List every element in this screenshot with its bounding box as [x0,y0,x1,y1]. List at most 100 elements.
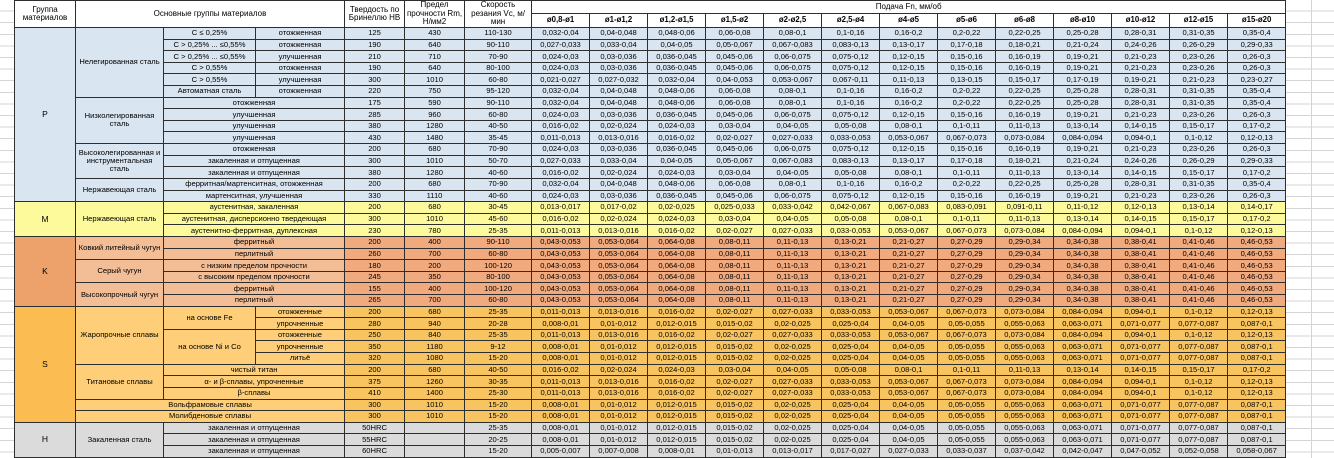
feed-value-cell: 0,08-0,11 [705,270,765,284]
treatment-cell: отожженные [254,328,346,342]
feed-value-cell: 0,063-0,071 [1053,410,1113,423]
table-row: закаленная и отпущенная 60HRC 15-20 0,005-0… [15,444,1287,458]
cutting-speed-cell: 9-12 [464,340,533,354]
feed-value-cell: 0,05-0,055 [937,421,997,435]
feed-value-cell: 0,087-0,1 [1227,352,1287,365]
feed-value-cell: 0,008-0,01 [531,433,591,446]
feed-value-cell: 0,032-0,04 [531,85,591,98]
hardness-cell: 180 [344,259,406,272]
cutting-speed-cell: 90-110 [464,235,533,249]
feed-value-cell: 0,1-0,12 [1169,224,1229,237]
feed-value-cell: 0,052-0,058 [1169,444,1229,458]
feed-value-cell: 0,1-0,11 [937,166,997,179]
feed-value-cell: 0,058-0,067 [1227,444,1287,458]
header-tensile-strength: Предел прочности Rm, Н/мм2 [404,0,466,28]
treatment-cell: отожженная [254,38,346,52]
feed-value-cell: 0,04-0,05 [763,119,823,133]
group-label-M: M [14,201,76,237]
feed-value-cell: 0,02-0,027 [705,375,765,388]
feed-value-cell: 0,23-0,27 [1227,73,1287,87]
feed-value-cell: 0,017-0,02 [589,201,649,214]
feed-value-cell: 0,12-0,13 [1227,224,1287,237]
feed-value-cell: 0,084-0,094 [1053,224,1113,237]
feed-value-cell: 0,084-0,094 [1053,386,1113,400]
feed-value-cell: 0,11-0,13 [763,270,823,284]
feed-value-cell: 0,13-0,21 [821,294,881,307]
feed-value-cell: 0,21-0,27 [879,270,939,284]
cutting-speed-cell: 30-35 [464,375,533,388]
feed-value-cell: 0,04-0,05 [763,212,823,226]
table-row: литьё 320 1080 15-20 0,008-0,01 0,01-0,012 0,0… [15,352,1287,365]
feed-value-cell: 0,27-0,29 [937,247,997,261]
variant-cell: закаленная и отпущенная [162,433,346,446]
cutting-speed-cell: 40-50 [464,119,533,133]
feed-value-cell: 0,38-0,41 [1111,259,1171,272]
feed-value-cell: 0,46-0,53 [1227,282,1287,295]
feed-value-cell: 0,055-0,063 [995,398,1055,412]
feed-value-cell: 0,2-0,22 [937,85,997,98]
variant-cell: C ≤ 0,25% [163,27,256,40]
feed-value-cell: 0,16-0,2 [879,96,939,110]
feed-value-cell: 0,025-0,04 [821,410,881,423]
feed-value-cell: 0,25-0,28 [1053,96,1113,110]
feed-value-cell: 0,067-0,073 [937,328,997,342]
feed-value-cell: 0,34-0,38 [1053,235,1113,249]
header-diameter-range: ø15-ø20 [1227,13,1287,28]
feed-value-cell: 0,055-0,063 [995,433,1055,446]
table-row: α- и β-сплавы, упрочненные 375 1260 30-35 0,… [15,375,1287,388]
cutting-speed-cell: 80-100 [464,270,533,284]
feed-value-cell: 0,075-0,12 [821,50,881,63]
table-row: Молибденовые сплавы 300 1010 15-20 0,008-0,0… [15,410,1287,423]
feed-value-cell: 0,11-0,13 [763,247,823,261]
feed-value-cell: 0,016-0,02 [647,224,707,237]
feed-value-cell: 0,027-0,033 [763,328,823,342]
feed-value-cell: 0,05-0,08 [821,363,881,377]
hardness-cell: 200 [344,363,406,377]
feed-value-cell: 0,12-0,13 [1227,386,1287,400]
feed-value-cell: 0,24-0,26 [1111,154,1171,168]
feed-value-cell: 0,053-0,067 [879,386,939,400]
feed-value-cell: 0,35-0,4 [1227,177,1287,191]
feed-value-cell: 0,11-0,13 [995,212,1055,226]
feed-value-cell: 0,075-0,12 [821,108,881,121]
strength-cell: 1010 [404,73,466,87]
feed-value-cell: 0,053-0,064 [589,270,649,284]
feed-value-cell: 0,077-0,087 [1169,340,1229,354]
feed-value-cell: 0,077-0,087 [1169,398,1229,412]
hardness-cell: 220 [344,85,406,98]
feed-value-cell: 0,033-0,053 [821,375,881,388]
feed-value-cell: 0,29-0,33 [1227,38,1287,52]
table-row: Высоколегированная и инструментальная ст… [15,143,1287,179]
feed-value-cell: 0,1-0,16 [821,85,881,98]
family-cell: Нержавеющая сталь [75,177,164,203]
feed-value-cell: 0,19-0,21 [1053,189,1113,203]
feed-value-cell: 0,064-0,08 [647,294,707,307]
spreadsheet-row-gutter-right [1285,0,1334,458]
feed-value-cell: 0,27-0,29 [937,235,997,249]
hardness-cell: 300 [344,398,406,412]
header-diameter-range: ø5-ø6 [937,13,997,28]
table-row: Нержавеющая сталь ферритная/мартенситная,… [15,177,1287,203]
table-row: закаленная и отпущенная 300 1010 50-70 0,027… [15,154,1287,168]
feed-value-cell: 0,02-0,027 [705,224,765,237]
feed-value-cell: 0,083-0,13 [821,38,881,52]
treatment-cell: отожженная [254,85,346,98]
feed-value-cell: 0,016-0,02 [531,119,591,133]
feed-value-cell: 0,024-0,03 [647,119,707,133]
family-cell: Нелегированная сталь [75,27,164,98]
strength-cell: 640 [404,61,466,75]
header-diameter-range: ø1-ø1,2 [589,13,649,28]
feed-value-cell: 0,46-0,53 [1227,235,1287,249]
header-diameter-range: ø1,2-ø1,5 [647,13,707,28]
feed-value-cell: 0,087-0,1 [1227,410,1287,423]
feed-value-cell: 0,055-0,063 [995,352,1055,365]
feed-value-cell: 0,04-0,05 [879,421,939,435]
strength-cell: 680 [404,201,466,214]
feed-value-cell: 0,013-0,016 [589,305,649,319]
feed-value-cell: 0,1-0,16 [821,27,881,40]
strength-cell: 400 [404,282,466,295]
feed-value-cell: 0,23-0,26 [1169,50,1229,63]
feed-value-cell: 0,02-0,025 [763,317,823,330]
feed-value-cell: 0,06-0,075 [763,108,823,121]
feed-value-cell: 0,077-0,087 [1169,421,1229,435]
